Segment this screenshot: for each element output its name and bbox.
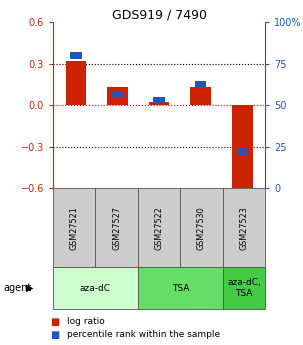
Bar (112, 90, 123, 97)
Text: percentile rank within the sample: percentile rank within the sample (67, 330, 220, 339)
Bar (237, 148, 248, 155)
Text: ▶: ▶ (26, 283, 33, 293)
Title: GDS919 / 7490: GDS919 / 7490 (112, 8, 207, 21)
Text: GSM27530: GSM27530 (197, 206, 206, 249)
Text: ■: ■ (50, 317, 59, 326)
Text: log ratio: log ratio (67, 317, 105, 326)
Text: GSM27522: GSM27522 (155, 206, 164, 250)
Text: GSM27523: GSM27523 (239, 206, 248, 249)
Bar (107, 87, 128, 105)
Text: ■: ■ (50, 330, 59, 339)
Text: GSM27527: GSM27527 (112, 206, 121, 250)
Text: agent: agent (3, 283, 31, 293)
Bar (70, 52, 82, 59)
Text: GSM27521: GSM27521 (70, 206, 79, 249)
Bar (149, 102, 169, 105)
Text: TSA: TSA (171, 284, 189, 293)
Bar (153, 97, 165, 104)
Bar (65, 61, 86, 105)
Text: aza-dC: aza-dC (80, 284, 111, 293)
Bar (190, 87, 211, 105)
Text: aza-dC,
TSA: aza-dC, TSA (227, 278, 261, 298)
Bar (195, 81, 206, 87)
Bar (232, 105, 253, 191)
